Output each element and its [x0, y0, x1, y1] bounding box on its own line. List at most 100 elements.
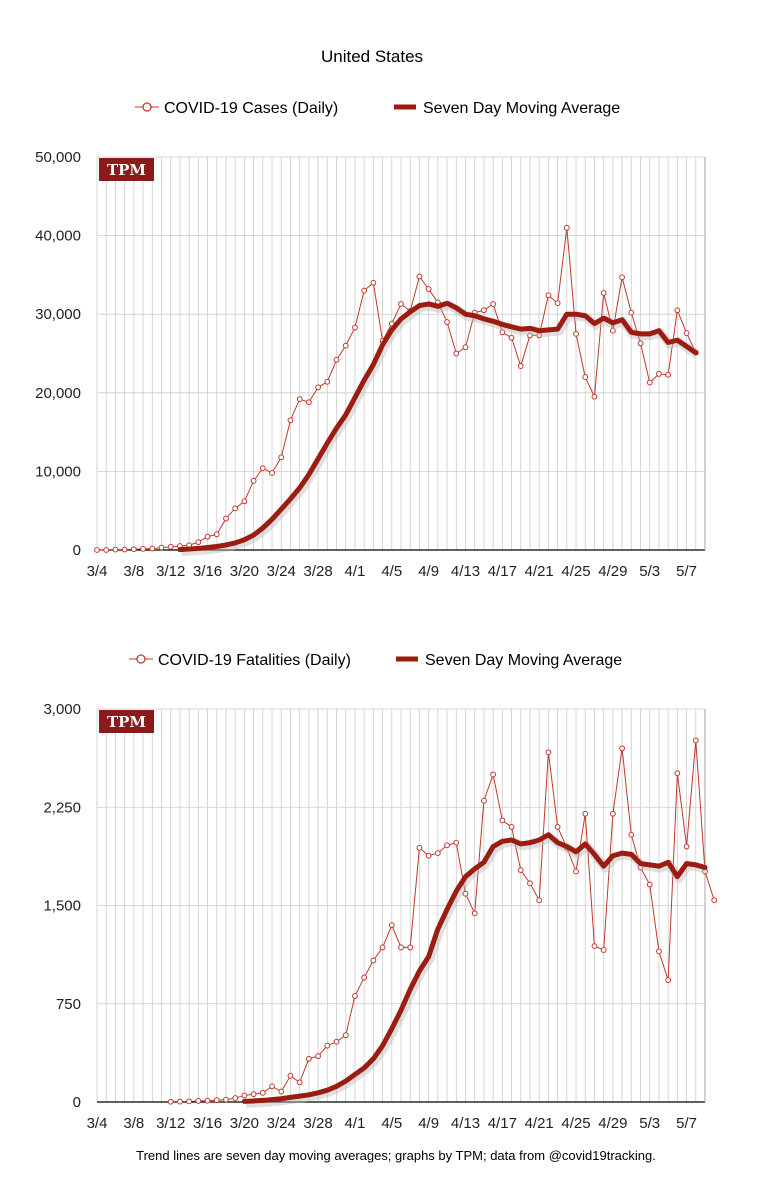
- daily-point: [94, 547, 100, 553]
- x-tick-label: 4/13: [451, 563, 480, 580]
- x-tick-label: 3/20: [230, 1115, 259, 1132]
- daily-point: [195, 539, 202, 546]
- x-tick-label: 4/1: [345, 1115, 366, 1132]
- daily-point: [407, 944, 414, 951]
- daily-line: [97, 227, 697, 551]
- legend: COVID-19 Cases (Daily) Seven Day Moving A…: [135, 100, 620, 117]
- x-tick-label: 3/20: [230, 563, 259, 580]
- x-tick-label: 3/24: [267, 1115, 296, 1132]
- y-tick-label: 0: [73, 1094, 81, 1111]
- x-tick-label: 3/12: [156, 1115, 185, 1132]
- daily-point: [591, 943, 598, 950]
- daily-point: [591, 393, 598, 400]
- daily-point: [674, 307, 681, 314]
- daily-markers: [94, 224, 699, 553]
- x-tick-label: 4/9: [418, 1115, 439, 1132]
- daily-point: [619, 274, 625, 281]
- daily-point: [471, 910, 478, 917]
- daily-point: [112, 546, 119, 553]
- x-tick-label: 4/21: [525, 1115, 554, 1132]
- daily-point: [361, 287, 368, 294]
- y-tick-label: 20,000: [35, 385, 81, 402]
- tpm-logo-text: TPM: [107, 161, 146, 179]
- daily-point: [527, 332, 533, 339]
- daily-point: [398, 301, 404, 307]
- daily-point: [287, 417, 294, 424]
- daily-point: [204, 533, 211, 540]
- x-tick-label: 4/5: [381, 1115, 402, 1132]
- daily-point: [305, 399, 312, 406]
- daily-point: [278, 454, 285, 461]
- x-tick-label: 3/12: [156, 563, 185, 580]
- cases-chart: COVID-19 Cases (Daily) Seven Day Moving A…: [35, 100, 706, 580]
- daily-point: [223, 515, 229, 522]
- daily-point: [444, 319, 450, 325]
- legend-average-label: Seven Day Moving Average: [423, 100, 620, 117]
- daily-point: [628, 309, 635, 316]
- daily-point: [481, 307, 487, 314]
- legend-daily-marker: [142, 102, 152, 112]
- daily-point: [444, 842, 450, 849]
- daily-point: [167, 1098, 174, 1105]
- fatalities-chart: COVID-19 Fatalities (Daily) Seven Day Mov…: [43, 652, 718, 1132]
- daily-point: [425, 852, 432, 859]
- x-tick-label: 3/16: [193, 563, 222, 580]
- daily-point: [527, 880, 533, 887]
- x-tick-label: 3/8: [123, 563, 144, 580]
- daily-point: [315, 384, 321, 391]
- daily-point: [352, 992, 358, 999]
- daily-point: [315, 1053, 321, 1060]
- legend-daily-label: COVID-19 Fatalities (Daily): [158, 652, 351, 669]
- daily-point: [259, 1089, 266, 1096]
- x-tick-label: 4/25: [561, 563, 590, 580]
- daily-point: [324, 1042, 331, 1049]
- daily-point: [370, 957, 377, 964]
- x-tick-label: 5/7: [676, 563, 697, 580]
- daily-point: [352, 324, 358, 331]
- footer-note: Trend lines are seven day moving average…: [136, 1148, 656, 1163]
- daily-point: [656, 948, 662, 955]
- daily-point: [499, 329, 506, 336]
- x-tick-label: 4/25: [561, 1115, 590, 1132]
- page-title: United States: [321, 47, 423, 66]
- daily-point: [619, 745, 625, 752]
- daily-point: [628, 831, 635, 838]
- average-line-shadow: [181, 300, 700, 557]
- daily-markers: [167, 737, 718, 1105]
- daily-point: [195, 1098, 202, 1104]
- daily-point: [223, 1096, 229, 1103]
- y-tick-label: 0: [73, 542, 81, 559]
- daily-point: [665, 977, 672, 984]
- gridlines: [96, 708, 706, 1103]
- daily-point: [379, 944, 386, 951]
- daily-point: [600, 947, 607, 953]
- daily-point: [462, 344, 469, 351]
- daily-point: [609, 810, 616, 817]
- daily-point: [259, 465, 266, 472]
- daily-point: [287, 1072, 294, 1079]
- daily-point: [324, 378, 331, 385]
- x-tick-label: 4/13: [451, 1115, 480, 1132]
- average-line: [241, 832, 708, 1104]
- daily-point: [149, 545, 156, 552]
- daily-point: [508, 334, 515, 341]
- daily-point: [250, 1091, 257, 1098]
- daily-point: [683, 330, 690, 336]
- daily-point: [342, 342, 349, 349]
- daily-point: [398, 944, 404, 951]
- daily-point: [453, 350, 460, 357]
- x-tick-label: 3/4: [87, 1115, 108, 1132]
- daily-point: [177, 1098, 183, 1105]
- x-tick-label: 3/8: [123, 1115, 144, 1132]
- daily-point: [434, 850, 441, 856]
- x-tick-label: 4/29: [598, 563, 627, 580]
- daily-point: [646, 881, 653, 888]
- daily-point: [342, 1032, 349, 1039]
- daily-point: [517, 867, 524, 874]
- daily-point: [213, 1097, 220, 1104]
- daily-point: [656, 371, 662, 377]
- daily-point: [167, 543, 174, 550]
- daily-point: [388, 922, 395, 929]
- y-tick-label: 40,000: [35, 228, 81, 245]
